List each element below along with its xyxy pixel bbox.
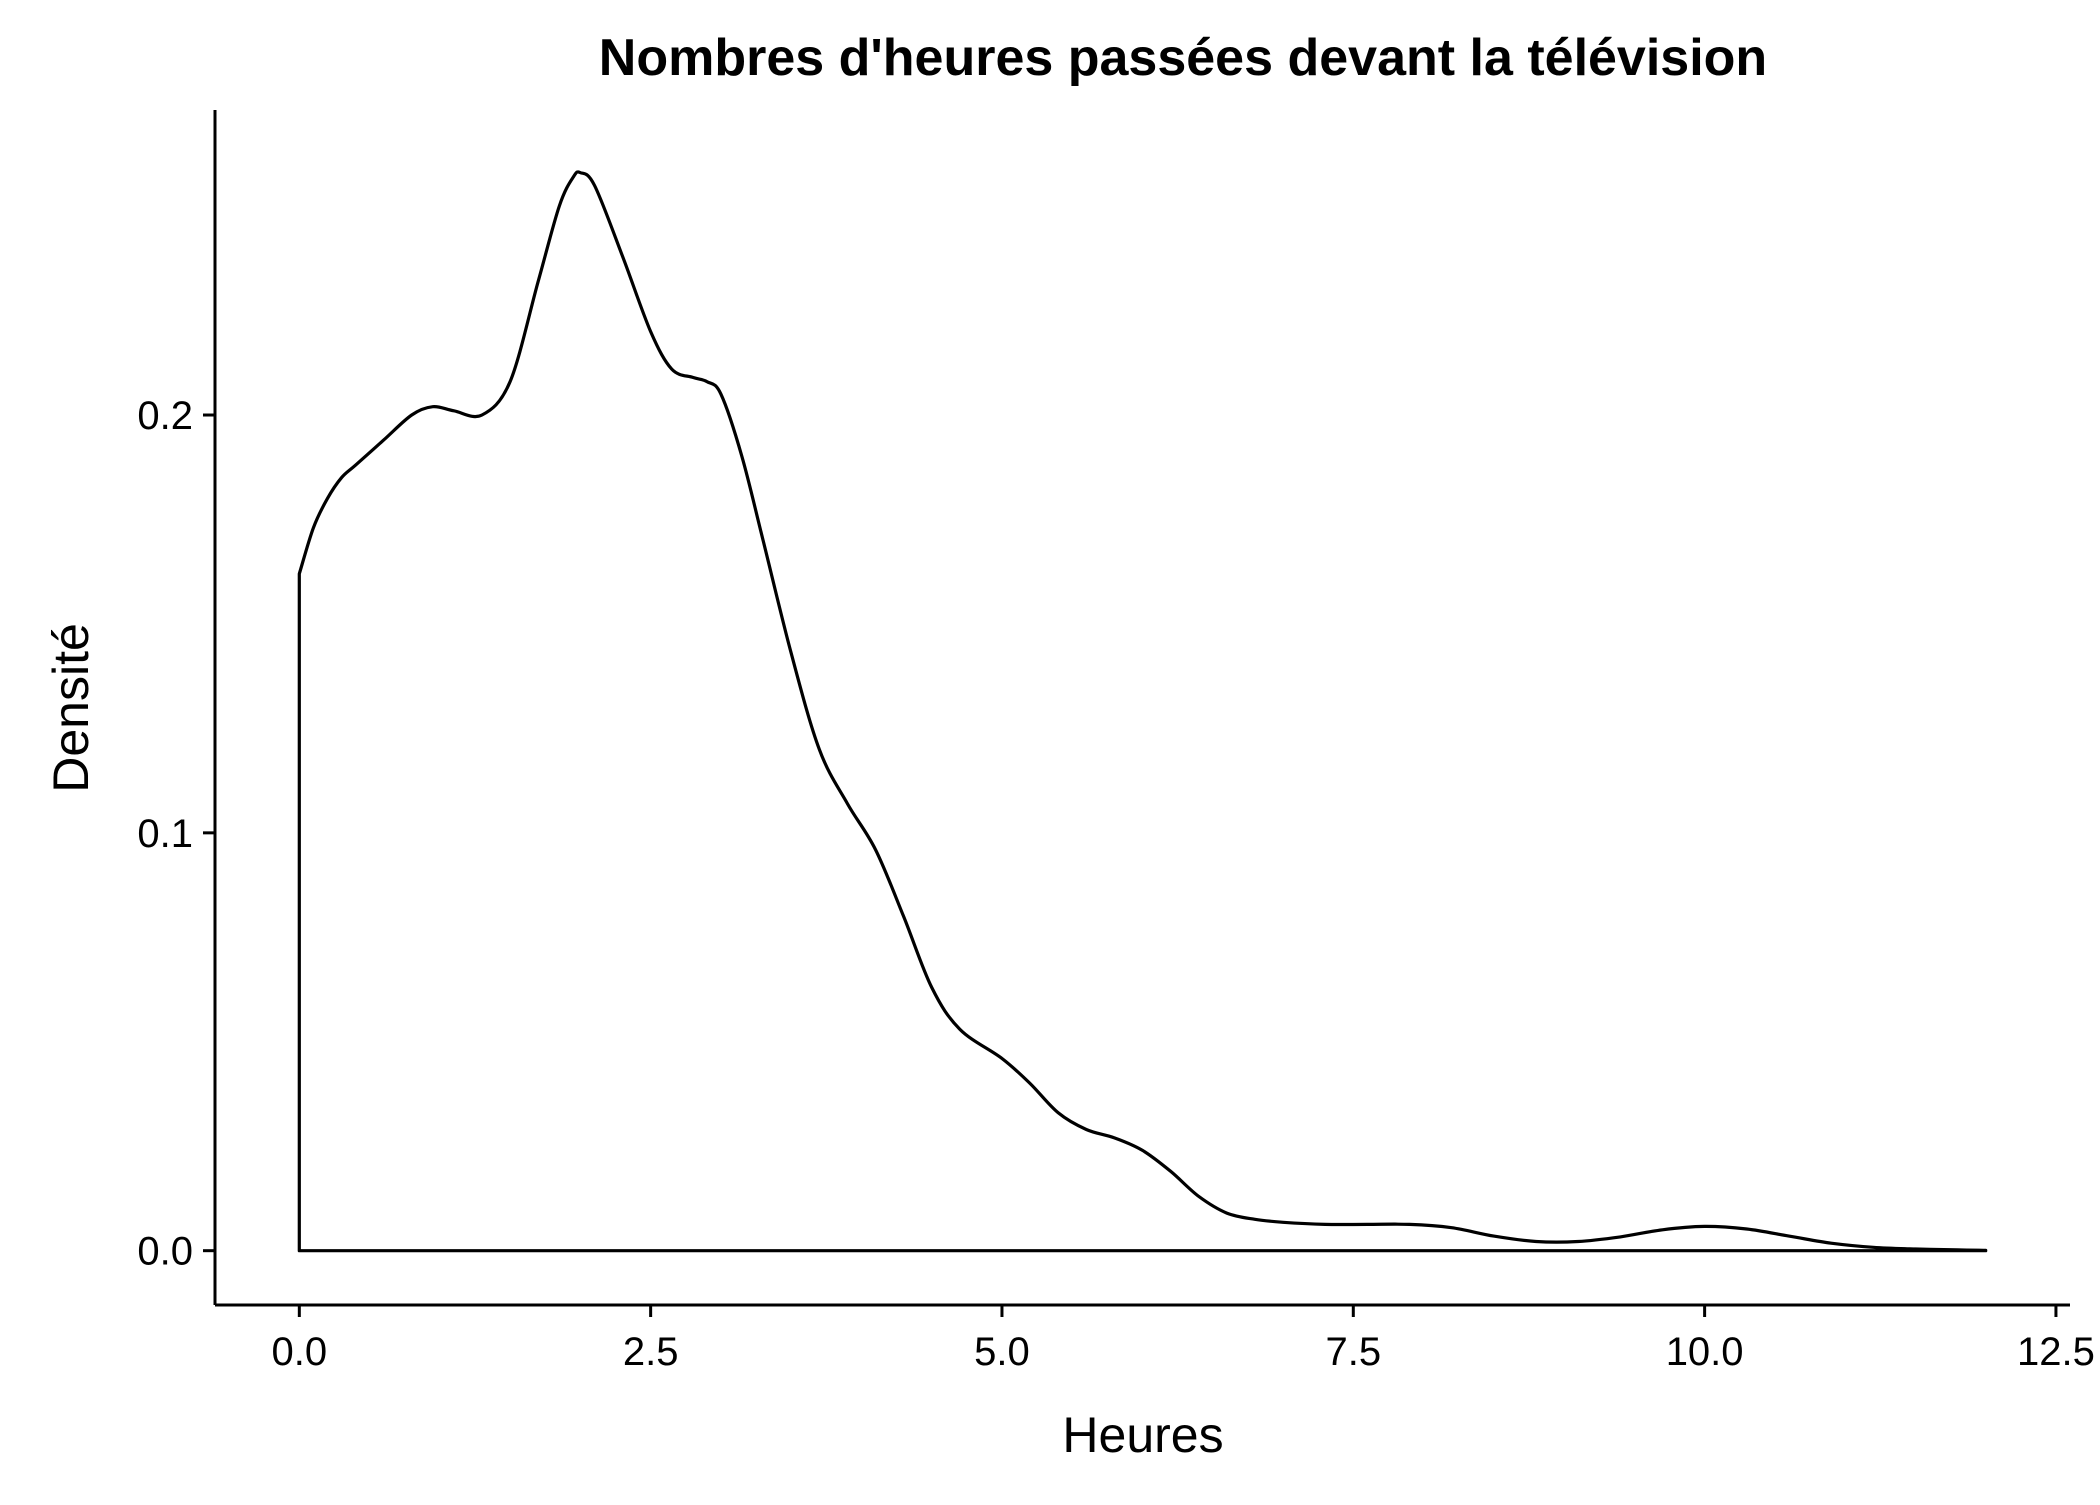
- x-tick-label: 10.0: [1666, 1330, 1744, 1374]
- x-tick-label: 12.5: [2017, 1330, 2095, 1374]
- x-axis-title: Heures: [1062, 1407, 1223, 1463]
- axes: [213, 110, 2070, 1307]
- y-tick-label: 0.1: [137, 812, 193, 856]
- density-curve: [297, 170, 1988, 1253]
- x-tick-label: 0.0: [272, 1330, 328, 1374]
- x-tick-label: 7.5: [1325, 1330, 1381, 1374]
- y-tick-label: 0.0: [137, 1230, 193, 1274]
- chart-title: Nombres d'heures passées devant la télév…: [599, 29, 1767, 87]
- ticks: 0.0 2.5 5.0 7.5 10.0 12.5 0.0 0.1 0.2: [137, 394, 2094, 1374]
- y-tick-label: 0.2: [137, 394, 193, 438]
- series-layer: [297, 170, 1988, 1253]
- x-tick-label: 5.0: [974, 1330, 1030, 1374]
- y-axis-title: Densité: [43, 623, 99, 793]
- x-tick-label: 2.5: [623, 1330, 679, 1374]
